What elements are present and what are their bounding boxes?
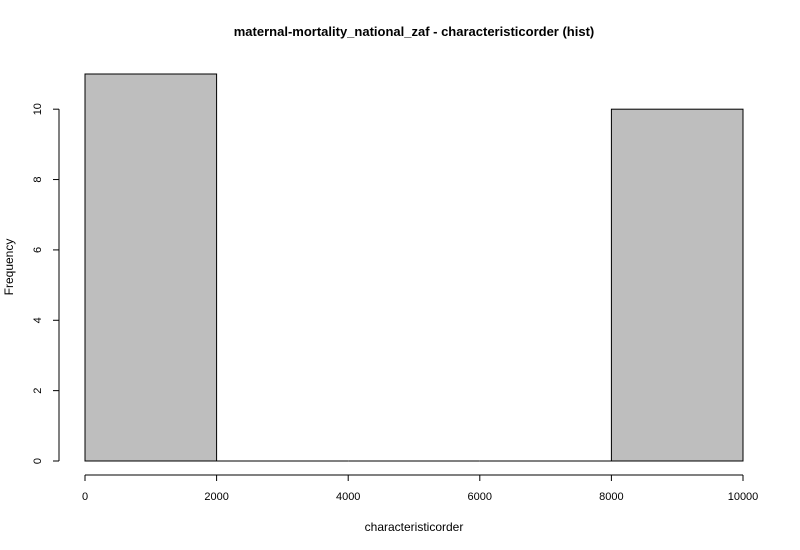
y-axis: 0 2 4 6 8 10: [32, 103, 60, 464]
y-tick-label-5: 10: [32, 103, 44, 115]
chart-title: maternal-mortality_national_zaf - charac…: [234, 24, 595, 39]
histogram-bar-0: [84, 73, 218, 462]
y-tick-label-2: 4: [32, 317, 44, 323]
y-tick-label-4: 8: [32, 176, 44, 182]
x-tick-label-2: 4000: [336, 491, 360, 503]
x-tick-label-1: 2000: [204, 491, 228, 503]
x-tick-label-0: 0: [82, 491, 88, 503]
y-tick-label-3: 6: [32, 247, 44, 253]
x-axis: 0 2000 4000 6000 8000 10000: [82, 474, 759, 503]
x-tick-label-4: 8000: [599, 491, 623, 503]
histogram-bar-4: [610, 108, 744, 462]
y-tick-label-0: 0: [32, 458, 44, 464]
x-axis-label: characteristicorder: [365, 520, 464, 534]
bars: [84, 73, 744, 462]
x-tick-label-3: 6000: [468, 491, 492, 503]
y-tick-label-1: 2: [32, 388, 44, 394]
x-tick-label-5: 10000: [728, 491, 759, 503]
y-axis-label: Frequency: [2, 239, 16, 296]
